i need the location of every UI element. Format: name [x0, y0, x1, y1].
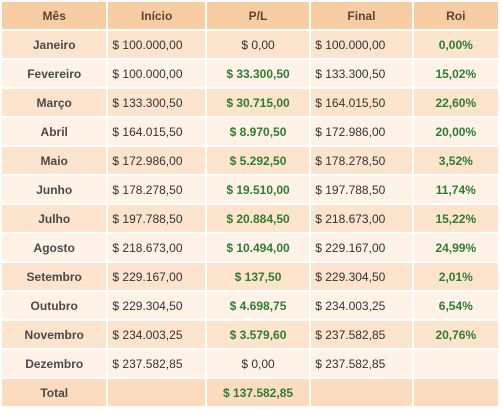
roi-cell[interactable]: 3,52% [413, 147, 498, 174]
final-cell[interactable]: $ 172.986,00 [311, 118, 412, 145]
total-start-cell[interactable] [108, 379, 205, 406]
start-cell[interactable]: $ 237.582,85 [108, 350, 205, 377]
final-cell[interactable]: $ 100.000,00 [311, 31, 412, 58]
roi-cell[interactable]: 22,60% [413, 89, 498, 116]
table-row: Agosto $ 218.673,00 $ 10.494,00 $ 229.167,0… [2, 234, 498, 261]
final-cell[interactable]: $ 234.003,25 [311, 292, 412, 319]
roi-cell[interactable]: 15,02% [413, 60, 498, 87]
final-cell[interactable]: $ 229.304,50 [311, 263, 412, 290]
roi-cell[interactable]: 6,54% [413, 292, 498, 319]
month-cell[interactable]: Novembro [2, 321, 107, 348]
month-cell[interactable]: Outubro [2, 292, 107, 319]
roi-cell[interactable]: 20,00% [413, 118, 498, 145]
pl-cell[interactable]: $ 4.698,75 [206, 292, 310, 319]
final-cell[interactable]: $ 229.167,00 [311, 234, 412, 261]
pl-cell[interactable]: $ 5.292,50 [206, 147, 310, 174]
month-cell[interactable]: Abril [2, 118, 107, 145]
month-cell[interactable]: Maio [2, 147, 107, 174]
start-cell[interactable]: $ 218.673,00 [108, 234, 205, 261]
table-row: Dezembro $ 237.582,85 $ 0,00 $ 237.582,85 [2, 350, 498, 377]
month-cell[interactable]: Agosto [2, 234, 107, 261]
month-cell[interactable]: Dezembro [2, 350, 107, 377]
table-row: Janeiro $ 100.000,00 $ 0,00 $ 100.000,00 0,0… [2, 31, 498, 58]
total-roi-cell[interactable] [413, 379, 498, 406]
month-cell[interactable]: Janeiro [2, 31, 107, 58]
table-row: Novembro $ 234.003,25 $ 3.579,60 $ 237.582,… [2, 321, 498, 348]
table-header: Mês Início P/L Final Roi [2, 2, 498, 29]
roi-cell[interactable]: 24,99% [413, 234, 498, 261]
start-cell[interactable]: $ 164.015,50 [108, 118, 205, 145]
start-cell[interactable]: $ 100.000,00 [108, 31, 205, 58]
start-cell[interactable]: $ 197.788,50 [108, 205, 205, 232]
pl-cell[interactable]: $ 20.884,50 [206, 205, 310, 232]
final-cell[interactable]: $ 197.788,50 [311, 176, 412, 203]
table-row: Outubro $ 229.304,50 $ 4.698,75 $ 234.003,2… [2, 292, 498, 319]
final-cell[interactable]: $ 237.582,85 [311, 350, 412, 377]
table-row: Março $ 133.300,50 $ 30.715,00 $ 164.015,50… [2, 89, 498, 116]
final-cell[interactable]: $ 164.015,50 [311, 89, 412, 116]
roi-cell[interactable]: 0,00% [413, 31, 498, 58]
start-cell[interactable]: $ 133.300,50 [108, 89, 205, 116]
roi-cell[interactable]: 15,22% [413, 205, 498, 232]
pl-cell[interactable]: $ 0,00 [206, 31, 310, 58]
pl-cell[interactable]: $ 30.715,00 [206, 89, 310, 116]
start-cell[interactable]: $ 178.278,50 [108, 176, 205, 203]
table-body: Janeiro $ 100.000,00 $ 0,00 $ 100.000,00 0,0… [2, 31, 498, 377]
final-cell[interactable]: $ 133.300,50 [311, 60, 412, 87]
header-roi[interactable]: Roi [413, 2, 498, 29]
roi-cell[interactable]: 11,74% [413, 176, 498, 203]
start-cell[interactable]: $ 234.003,25 [108, 321, 205, 348]
month-cell[interactable]: Setembro [2, 263, 107, 290]
total-row: Total $ 137.582,85 [2, 379, 498, 406]
pl-cell[interactable]: $ 137,50 [206, 263, 310, 290]
start-cell[interactable]: $ 100.000,00 [108, 60, 205, 87]
total-label[interactable]: Total [2, 379, 107, 406]
table-row: Maio $ 172.986,00 $ 5.292,50 $ 178.278,50 3,… [2, 147, 498, 174]
header-pl[interactable]: P/L [206, 2, 310, 29]
table-footer: Total $ 137.582,85 [2, 379, 498, 406]
final-cell[interactable]: $ 237.582,85 [311, 321, 412, 348]
table-row: Setembro $ 229.167,00 $ 137,50 $ 229.304,50… [2, 263, 498, 290]
header-start[interactable]: Início [108, 2, 205, 29]
table-row: Julho $ 197.788,50 $ 20.884,50 $ 218.673,00… [2, 205, 498, 232]
start-cell[interactable]: $ 229.167,00 [108, 263, 205, 290]
month-cell[interactable]: Março [2, 89, 107, 116]
header-final[interactable]: Final [311, 2, 412, 29]
final-cell[interactable]: $ 218.673,00 [311, 205, 412, 232]
total-final-cell[interactable] [311, 379, 412, 406]
start-cell[interactable]: $ 172.986,00 [108, 147, 205, 174]
roi-cell[interactable] [413, 350, 498, 377]
table-row: Abril $ 164.015,50 $ 8.970,50 $ 172.986,00 2… [2, 118, 498, 145]
pl-cell[interactable]: $ 10.494,00 [206, 234, 310, 261]
month-cell[interactable]: Fevereiro [2, 60, 107, 87]
month-cell[interactable]: Julho [2, 205, 107, 232]
pl-cell[interactable]: $ 0,00 [206, 350, 310, 377]
roi-cell[interactable]: 20,76% [413, 321, 498, 348]
pl-cell[interactable]: $ 3.579,60 [206, 321, 310, 348]
pl-cell[interactable]: $ 19.510,00 [206, 176, 310, 203]
start-cell[interactable]: $ 229.304,50 [108, 292, 205, 319]
pl-cell[interactable]: $ 33.300,50 [206, 60, 310, 87]
table-row: Fevereiro $ 100.000,00 $ 33.300,50 $ 133.30… [2, 60, 498, 87]
final-cell[interactable]: $ 178.278,50 [311, 147, 412, 174]
header-row: Mês Início P/L Final Roi [2, 2, 498, 29]
pl-cell[interactable]: $ 8.970,50 [206, 118, 310, 145]
table-row: Junho $ 178.278,50 $ 19.510,00 $ 197.788,50… [2, 176, 498, 203]
header-month[interactable]: Mês [2, 2, 107, 29]
roi-cell[interactable]: 2,01% [413, 263, 498, 290]
total-pl[interactable]: $ 137.582,85 [206, 379, 310, 406]
month-cell[interactable]: Junho [2, 176, 107, 203]
